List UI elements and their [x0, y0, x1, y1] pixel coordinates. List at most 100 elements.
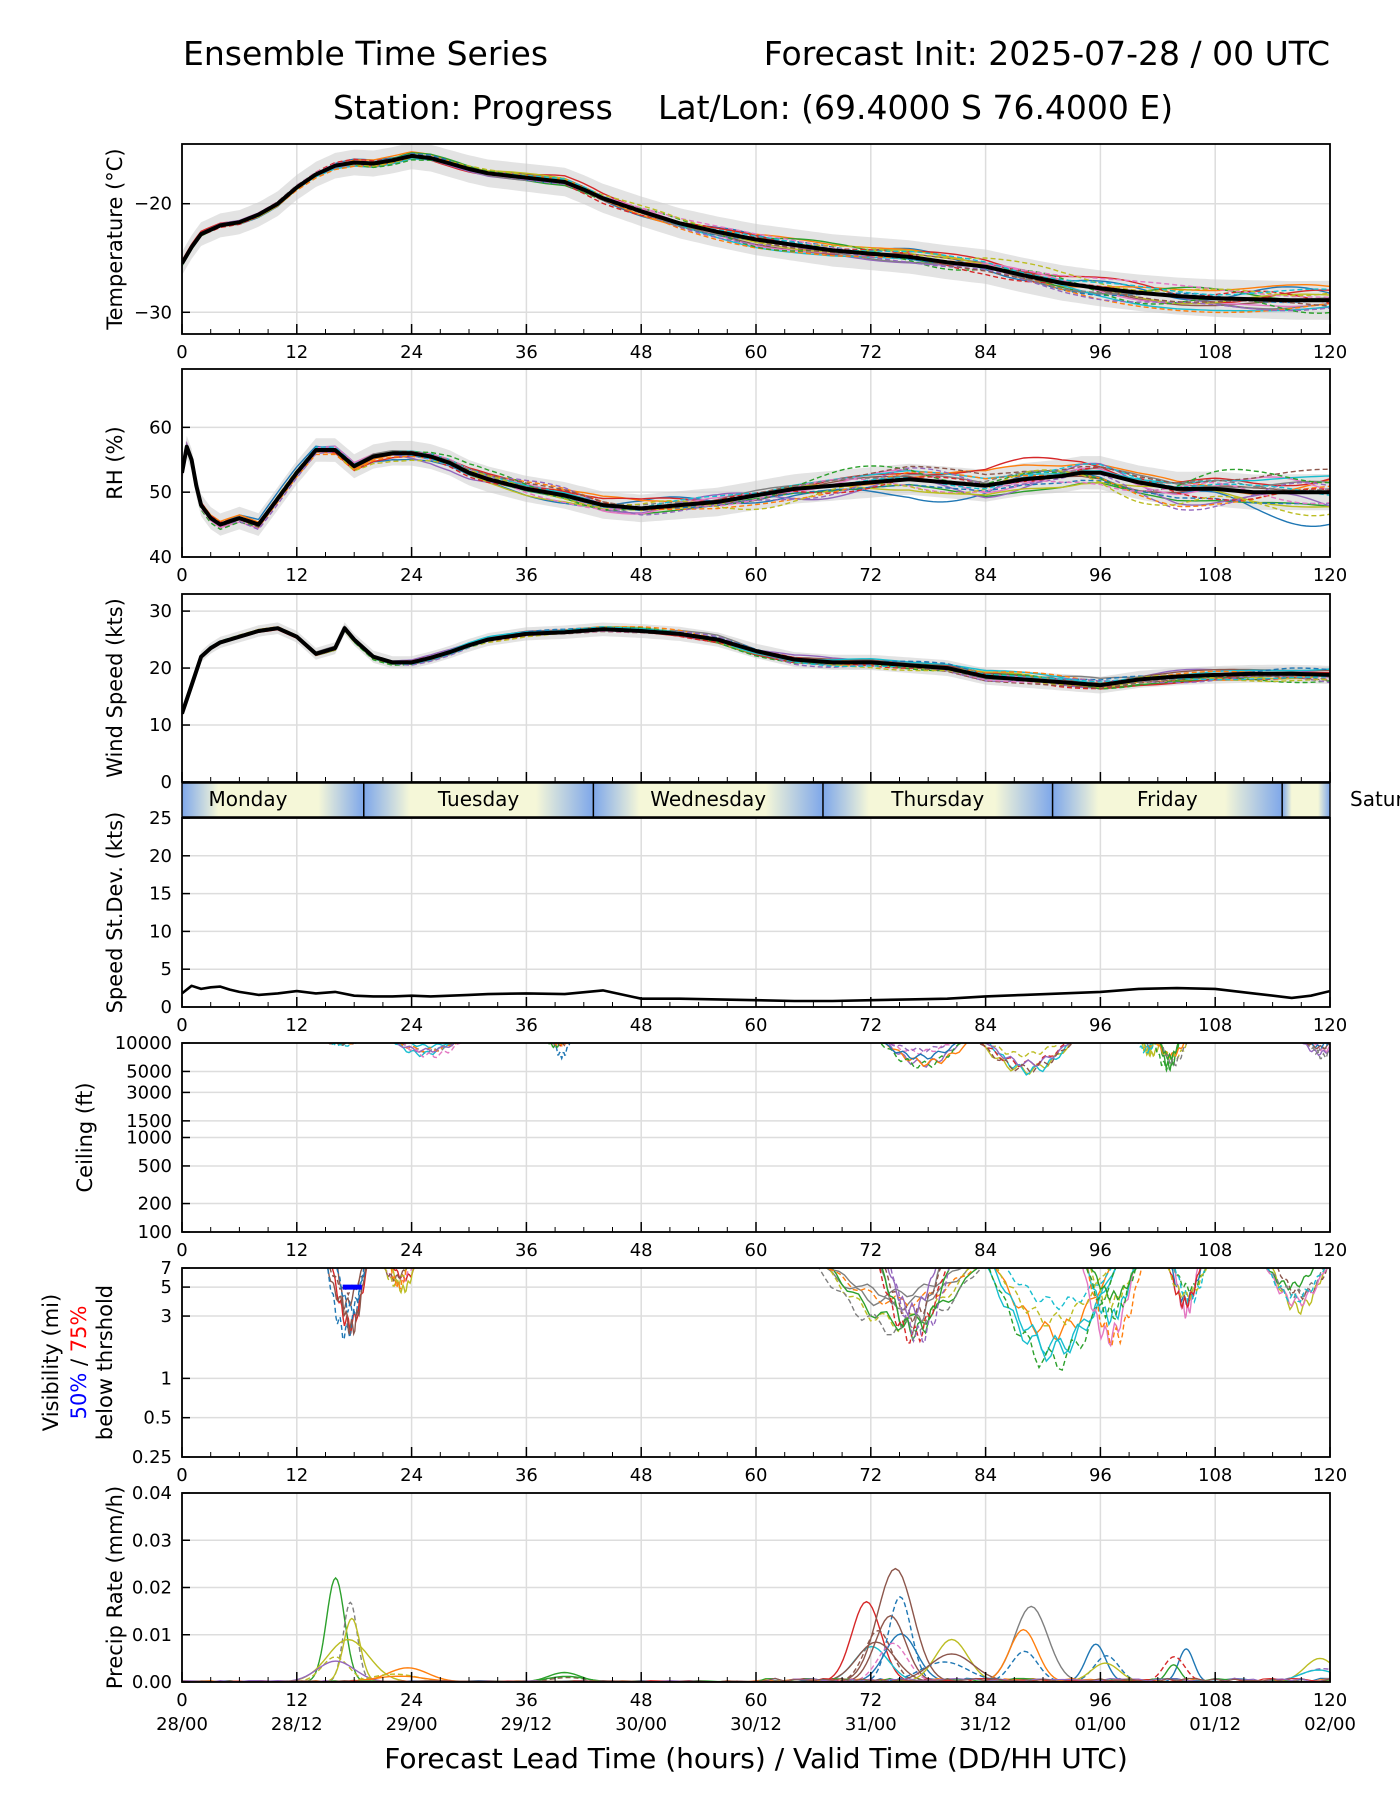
day-band-segment	[822, 783, 1053, 817]
ensemble-member-line	[1090, 1268, 1138, 1302]
ensemble-mean-line	[182, 153, 1330, 303]
x-tick-label: 36	[515, 342, 538, 363]
ensemble-member-line	[182, 626, 1330, 713]
x-tick-label: 12	[285, 565, 308, 586]
x-tick-label: 0	[176, 565, 187, 586]
ensemble-member-line	[327, 1268, 365, 1340]
x-tick-label: 48	[630, 1240, 653, 1261]
threshold-sep: /	[67, 1352, 91, 1372]
valid-time-tick-label: 01/12	[1189, 1714, 1241, 1735]
day-band-frame	[181, 782, 1331, 818]
threshold-50-label: 50%	[67, 1373, 91, 1420]
panel-temperature: 0 12 24 36 48 60 72 84 96 108 120 −30 −20 Temperature…	[103, 143, 1347, 363]
day-label: Monday	[209, 787, 288, 811]
x-tick-label: 12	[285, 1240, 308, 1261]
y-tick-label: 0.01	[132, 1625, 172, 1646]
plot-area-visibility	[327, 1268, 1329, 1372]
x-tick-label: 24	[400, 1015, 423, 1036]
x-tick-label: 48	[630, 565, 653, 586]
ensemble-member-line	[855, 1595, 945, 1682]
ensemble-member-line	[182, 156, 1330, 314]
y-tick-label: 0.25	[132, 1447, 172, 1468]
y-axis-label-threshold: 50% / 75%	[67, 1306, 91, 1420]
x-tick-label: 36	[515, 565, 538, 586]
ensemble-member-line	[303, 1032, 367, 1041]
x-tick-label: 24	[400, 1240, 423, 1261]
ensemble-member-line	[1166, 1268, 1208, 1301]
x-tick-label: 84	[974, 1240, 997, 1261]
day-band-segment	[1282, 783, 1330, 817]
x-tick-label: 0	[176, 1240, 187, 1261]
ensemble-member-line	[864, 1653, 1039, 1682]
x-tick-label: 72	[859, 342, 882, 363]
ensemble-mean-line	[182, 626, 1330, 715]
y-tick-label: 7	[161, 1258, 172, 1279]
x-tick-label: 36	[515, 1015, 538, 1036]
ensemble-member-line	[182, 626, 1330, 714]
x-tick-label: 72	[859, 1690, 882, 1711]
station-latlon: Lat/Lon: (69.4000 S 76.4000 E)	[658, 88, 1174, 127]
x-tick-label: 120	[1313, 1690, 1347, 1711]
x-tick-label: 120	[1313, 1015, 1347, 1036]
x-tick-label: 108	[1198, 342, 1232, 363]
y-tick-label: −30	[134, 302, 172, 323]
ensemble-member-line	[825, 1268, 970, 1311]
ensemble-member-line	[1086, 1268, 1143, 1346]
x-tick-label: 36	[515, 1465, 538, 1486]
x-tick-label: 72	[859, 1465, 882, 1486]
x-tick-label: 96	[1089, 342, 1112, 363]
y-tick-label: 1000	[126, 1128, 172, 1149]
ensemble-member-line	[299, 1576, 372, 1682]
ensemble-member-line	[336, 1268, 366, 1316]
ensemble-member-line	[1089, 1268, 1134, 1309]
y-tick-label: 0.03	[132, 1530, 172, 1551]
y-tick-label: 200	[138, 1194, 172, 1215]
plot-area-ceiling	[303, 1032, 1330, 1076]
y-tick-label: 10000	[115, 1033, 172, 1054]
spread-band	[182, 435, 1330, 536]
x-tick-label: 108	[1198, 565, 1232, 586]
ensemble-member-line	[1142, 1043, 1154, 1051]
day-band-segment	[593, 783, 823, 817]
ensemble-member-line	[888, 1043, 949, 1053]
ensemble-member-line	[182, 441, 1330, 529]
y-tick-label: 20	[149, 658, 172, 679]
y-tick-label: 5	[161, 959, 172, 980]
x-tick-label: 60	[745, 1690, 768, 1711]
plot-area-temperature	[182, 144, 1330, 320]
y-axis-label: Speed St.Dev. (kts)	[103, 812, 127, 1014]
y-tick-label: 1	[161, 1368, 172, 1389]
ensemble-member-line	[1265, 1268, 1326, 1303]
ensemble-member-line	[410, 1043, 449, 1049]
x-tick-label: 108	[1198, 1690, 1232, 1711]
y-tick-label: 5	[161, 1277, 172, 1298]
x-tick-label: 48	[630, 1015, 653, 1036]
ensemble-mean-line	[182, 984, 1330, 1003]
x-tick-label: 24	[400, 342, 423, 363]
day-band-segment	[363, 783, 594, 817]
x-tick-label: 72	[859, 1015, 882, 1036]
valid-time-tick-label: 01/00	[1074, 1714, 1126, 1735]
y-tick-label: 3000	[126, 1082, 172, 1103]
day-label: Friday	[1137, 787, 1198, 811]
x-tick-label: 108	[1198, 1015, 1232, 1036]
y-tick-label: 3	[161, 1306, 172, 1327]
ensemble-member-line	[322, 1601, 379, 1682]
panel-wind: 0 10 20 30 Wind Speed (kts)	[103, 593, 1331, 793]
day-band-segment	[1052, 783, 1283, 817]
y-tick-label: 0	[161, 997, 172, 1018]
ensemble-member-line	[1313, 1043, 1330, 1053]
ensemble-member-line	[1277, 1268, 1329, 1301]
ensemble-member-line	[306, 1032, 371, 1039]
x-tick-label: 36	[515, 1690, 538, 1711]
ensemble-member-line	[327, 1268, 363, 1313]
y-tick-label: 100	[138, 1222, 172, 1243]
ensemble-mean-line	[182, 444, 1330, 527]
x-tick-label: 96	[1089, 1240, 1112, 1261]
spread-band	[182, 144, 1330, 320]
valid-time-tick-label: 31/00	[845, 1714, 897, 1735]
ensemble-member-line	[554, 1043, 571, 1047]
y-tick-label: 25	[149, 808, 172, 829]
ensemble-member-line	[182, 444, 1330, 527]
x-tick-label: 108	[1198, 1465, 1232, 1486]
